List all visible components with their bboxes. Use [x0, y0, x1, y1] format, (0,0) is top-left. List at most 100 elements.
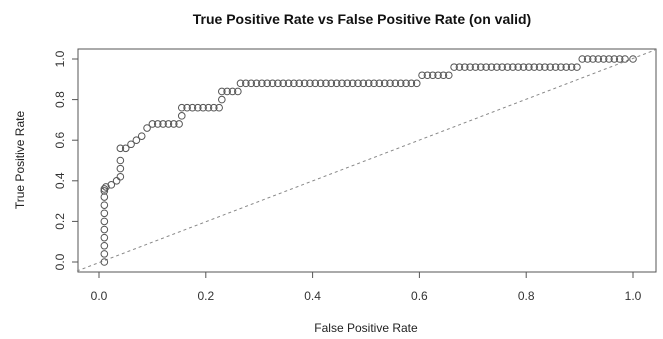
data-point — [354, 79, 362, 88]
data-point — [530, 63, 539, 71]
data-point — [100, 187, 109, 195]
y-tick-label-3: 0.6 — [53, 132, 67, 149]
data-point — [311, 79, 320, 88]
data-point — [375, 79, 384, 88]
data-point — [629, 55, 637, 63]
data-point — [100, 258, 109, 266]
y-axis-label: True Positive Rate — [13, 111, 27, 210]
data-point — [247, 79, 255, 88]
data-point — [300, 79, 309, 88]
data-point — [223, 87, 231, 96]
x-axis: 0.0 0.2 0.4 0.6 0.8 1.0 — [91, 272, 642, 303]
data-point — [100, 225, 109, 234]
data-point — [380, 79, 389, 88]
data-point — [322, 79, 330, 88]
data-point — [551, 63, 560, 71]
data-point — [210, 103, 218, 112]
data-point — [338, 79, 346, 88]
data-point — [407, 79, 416, 88]
data-point — [460, 63, 469, 71]
data-point — [589, 55, 597, 63]
data-point — [477, 63, 485, 71]
data-point — [295, 79, 304, 88]
data-point — [482, 63, 490, 71]
data-point — [100, 250, 109, 258]
data-point — [132, 136, 141, 144]
data-point — [428, 71, 437, 80]
data-point — [100, 217, 109, 226]
data-point — [348, 79, 357, 88]
data-point — [402, 79, 410, 88]
data-point — [573, 63, 581, 71]
data-point — [487, 63, 496, 71]
x-tick-label-4: 0.8 — [518, 289, 535, 303]
data-point — [284, 79, 293, 88]
data-point — [306, 79, 314, 88]
y-tick-label-4: 0.8 — [53, 91, 67, 108]
data-point — [519, 63, 528, 71]
data-point — [215, 103, 223, 112]
data-point — [188, 103, 197, 112]
data-point — [175, 120, 183, 128]
data-point — [100, 209, 109, 218]
data-point — [107, 181, 116, 189]
data-point — [100, 185, 109, 193]
data-point — [234, 87, 242, 96]
data-point — [364, 79, 373, 88]
data-point — [434, 71, 442, 80]
data-point — [450, 63, 458, 71]
data-point — [169, 120, 178, 128]
data-point — [193, 103, 202, 112]
data-point — [177, 112, 186, 120]
x-tick-label-1: 0.2 — [197, 289, 214, 303]
data-point — [153, 120, 162, 128]
data-point — [370, 79, 378, 88]
data-point — [274, 79, 282, 88]
data-point — [546, 63, 555, 71]
chart-title: True Positive Rate vs False Positive Rat… — [193, 11, 531, 27]
x-axis-label: False Positive Rate — [314, 321, 418, 335]
data-point — [455, 63, 464, 71]
plot-frame — [77, 48, 657, 273]
data-point — [444, 71, 453, 80]
data-point — [525, 63, 533, 71]
data-point — [100, 201, 109, 209]
data-point — [116, 156, 125, 165]
data-point — [514, 63, 522, 71]
data-point — [137, 132, 146, 140]
data-point — [218, 95, 226, 104]
x-tick-label-3: 0.6 — [411, 289, 428, 303]
data-point — [498, 63, 506, 71]
data-point — [100, 241, 109, 250]
data-point — [471, 63, 480, 71]
x-tick-label-2: 0.4 — [304, 289, 321, 303]
data-point — [503, 63, 512, 71]
diagonal-reference-line — [76, 49, 656, 272]
data-point — [541, 63, 549, 71]
data-point — [509, 63, 517, 71]
data-point — [204, 103, 213, 112]
data-point — [218, 87, 226, 96]
data-point — [290, 79, 298, 88]
data-point — [583, 55, 592, 63]
data-point — [386, 79, 394, 88]
data-point — [327, 79, 336, 88]
data-point — [439, 71, 448, 80]
x-tick-label-5: 1.0 — [625, 289, 642, 303]
data-point — [177, 103, 186, 112]
data-point — [252, 79, 261, 88]
data-point — [493, 63, 501, 71]
data-point — [391, 79, 400, 88]
data-point — [183, 103, 191, 112]
data-point — [466, 63, 474, 71]
data-point — [228, 87, 237, 96]
data-point — [164, 120, 173, 128]
data-point — [343, 79, 352, 88]
data-point — [121, 144, 130, 153]
data-point — [557, 63, 565, 71]
data-point — [116, 144, 125, 153]
x-tick-label-0: 0.0 — [91, 289, 108, 303]
data-point — [116, 164, 125, 173]
data-point — [116, 172, 125, 181]
